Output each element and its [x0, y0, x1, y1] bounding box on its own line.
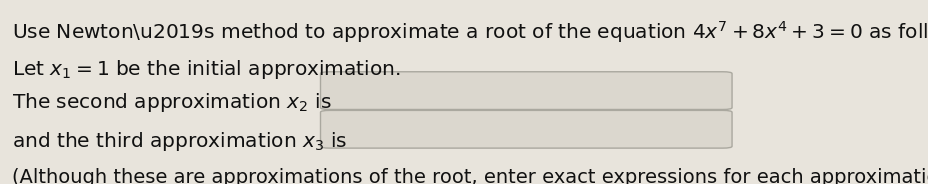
Text: Let $x_1=1$ be the initial approximation.: Let $x_1=1$ be the initial approximation… [12, 58, 400, 81]
FancyBboxPatch shape [320, 110, 731, 148]
Text: Use Newton\u2019s method to approximate a root of the equation $4x^7+8x^4+3=0$ a: Use Newton\u2019s method to approximate … [12, 19, 928, 45]
Text: and the third approximation $x_3$ is: and the third approximation $x_3$ is [12, 130, 347, 153]
Text: The second approximation $x_2$ is: The second approximation $x_2$ is [12, 91, 331, 114]
Text: (Although these are approximations of the root, enter exact expressions for each: (Although these are approximations of th… [12, 168, 928, 184]
FancyBboxPatch shape [320, 72, 731, 109]
